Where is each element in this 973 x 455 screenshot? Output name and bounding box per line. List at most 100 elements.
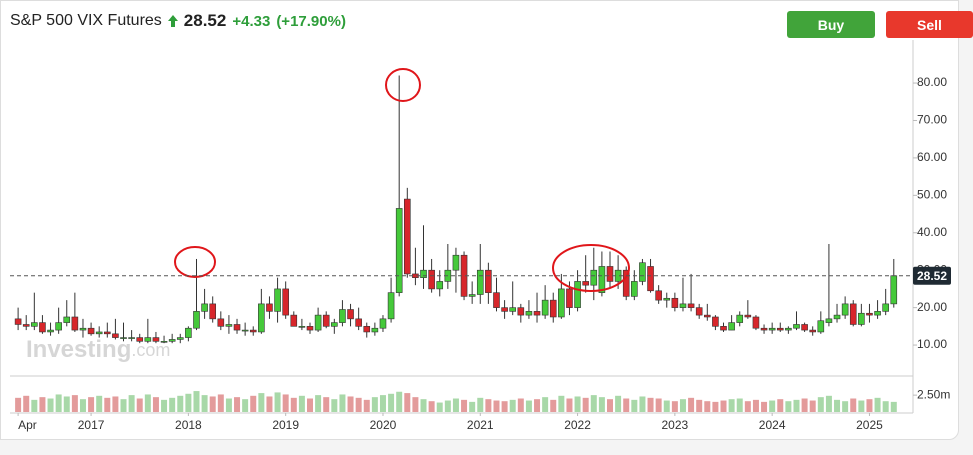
candle-body <box>533 311 541 316</box>
volume-bar <box>23 395 30 412</box>
candle-body <box>890 275 898 305</box>
volume-bar <box>615 395 622 412</box>
candle-body <box>728 322 735 331</box>
candle-body <box>22 324 30 327</box>
volume-bar <box>347 396 354 412</box>
volume-bar <box>379 395 386 412</box>
candle-body <box>501 307 508 312</box>
volume-bar <box>842 401 849 412</box>
volume-bar <box>785 401 792 412</box>
volume-bar <box>647 397 654 412</box>
volume-bar <box>371 397 378 412</box>
candle-body <box>671 297 679 308</box>
volume-bar <box>809 400 816 412</box>
candle-body <box>801 324 808 331</box>
volume-bar <box>250 395 257 412</box>
candle-body <box>849 303 857 325</box>
volume-bar <box>55 394 62 412</box>
volume-bar <box>639 396 646 412</box>
volume-bar <box>501 401 508 412</box>
candle-body <box>209 303 217 320</box>
volume-bar <box>217 394 224 412</box>
candle-body <box>160 341 168 343</box>
x-tick-label: Apr <box>18 418 37 432</box>
candle-body <box>282 288 289 316</box>
volume-bar <box>874 397 881 412</box>
candle-body <box>39 322 46 333</box>
candle-body <box>517 307 525 316</box>
candle-body <box>590 269 598 286</box>
candle-body <box>436 281 444 290</box>
buy-button[interactable]: Buy <box>787 11 875 38</box>
candle-body <box>322 314 330 327</box>
volume-bar <box>590 395 597 412</box>
volume-bar <box>274 392 281 412</box>
volume-bar <box>225 398 232 412</box>
candle-body <box>274 288 281 312</box>
y-tick-label: 70.00 <box>917 113 947 127</box>
volume-bar <box>558 395 565 412</box>
watermark-suffix: .com <box>131 340 170 360</box>
volume-bar <box>412 397 419 412</box>
candle-body <box>298 326 306 328</box>
candle-body <box>176 337 184 340</box>
volume-bar <box>63 396 70 412</box>
candle-body <box>712 316 719 327</box>
volume-bar <box>850 398 857 412</box>
volume-bar <box>242 399 249 412</box>
watermark-main: Investing <box>26 336 131 363</box>
volume-bar <box>444 400 451 412</box>
volume-bar <box>31 399 38 412</box>
candle-body <box>647 266 654 292</box>
candle-body <box>744 314 752 318</box>
candle-body <box>152 337 160 342</box>
sell-button[interactable]: Sell <box>886 11 973 38</box>
volume-bar <box>777 399 784 412</box>
candle-body <box>193 311 200 329</box>
candle-body <box>695 307 703 316</box>
x-tick-label: 2021 <box>467 418 494 432</box>
volume-bar <box>339 394 346 412</box>
candle-body <box>598 266 606 293</box>
candle-body <box>258 303 265 333</box>
x-tick-label: 2025 <box>856 418 883 432</box>
volume-bar <box>39 397 46 412</box>
volume-bar <box>688 397 695 412</box>
volume-bar <box>331 399 338 412</box>
volume-bar <box>201 395 208 412</box>
volume-bar <box>112 396 119 412</box>
candle-body <box>858 312 865 325</box>
candle-body <box>549 299 557 318</box>
volume-bar <box>120 399 127 412</box>
volume-bar <box>720 400 727 412</box>
volume-bar <box>266 396 273 412</box>
volume-bar <box>550 399 557 412</box>
candle-body <box>428 269 435 290</box>
candle-body <box>136 337 144 342</box>
volume-bar <box>452 398 459 412</box>
candle-body <box>833 314 841 320</box>
volume-bar <box>136 398 143 412</box>
marks: 10.0020.0030.0040.0050.0060.0070.0080.00… <box>14 75 950 432</box>
candle-body <box>120 337 127 339</box>
candle-body <box>866 312 873 316</box>
volume-bar <box>671 401 678 412</box>
candle-body <box>541 299 549 316</box>
volume-bar <box>728 399 735 412</box>
candle-body <box>355 318 362 327</box>
candle-body <box>420 269 427 278</box>
volume-bar <box>428 401 435 412</box>
volume-bar <box>525 400 532 412</box>
last-price-label: 28.52 <box>917 269 947 283</box>
candle-body <box>217 318 225 327</box>
change: +4.33 <box>232 12 271 30</box>
candle-body <box>55 322 62 331</box>
volume-bar <box>461 399 468 412</box>
candle-body <box>703 314 711 318</box>
instrument-title: S&P 500 VIX Futures <box>10 12 162 29</box>
volume-bar <box>574 396 581 412</box>
volume-bar <box>542 397 549 412</box>
last-price: 28.52 <box>183 11 227 30</box>
volume-bar <box>679 399 686 412</box>
